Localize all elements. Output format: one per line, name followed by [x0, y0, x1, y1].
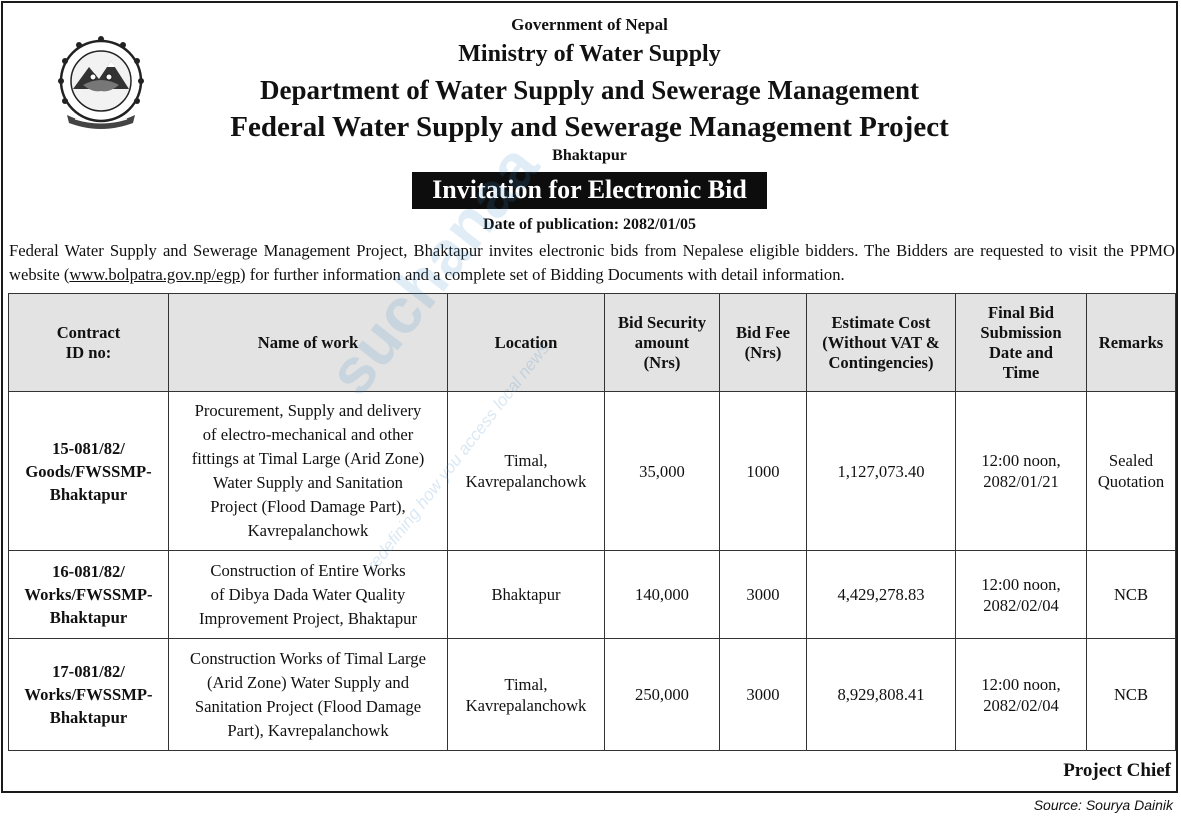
- header-project: Federal Water Supply and Sewerage Manage…: [230, 111, 949, 143]
- nepal-emblem-icon: [58, 36, 144, 129]
- table-row: 16-081/82/Works/FWSSMP- Bhaktapur Construc…: [8, 550, 1176, 639]
- bid-fee-cell: 3000: [719, 638, 807, 751]
- location-cell: Bhaktapur: [447, 550, 605, 639]
- source-credit: Source: Sourya Dainik: [1033, 797, 1173, 813]
- notice-title-banner: Invitation for Electronic Bid: [412, 172, 767, 209]
- remarks-cell: NCB: [1086, 550, 1176, 639]
- contract-id-cell: 15-081/82/Goods/FWSSMP- Bhaktapur: [8, 391, 169, 551]
- work-name-cell: Procurement, Supply and delivery of elect…: [168, 391, 448, 551]
- column-header-location: Location: [447, 293, 605, 392]
- ppmo-website-link[interactable]: www.bolpatra.gov.np/egp: [69, 265, 241, 284]
- header-location: Bhaktapur: [552, 147, 627, 164]
- publication-date: Date of publication: 2082/01/05: [483, 216, 696, 233]
- signoff-project-chief: Project Chief: [1063, 760, 1171, 781]
- notice-frame: Government of Nepal Ministry of Water Su…: [1, 1, 1178, 793]
- location-cell: Timal, Kavrepalanchowk: [447, 391, 605, 551]
- work-name-cell: Construction Works of Timal Large (Arid Z…: [168, 638, 448, 751]
- table-header-row: Contract ID no: Name of work Location Bid Se…: [8, 293, 1176, 392]
- contract-id-cell: 16-081/82/Works/FWSSMP- Bhaktapur: [8, 550, 169, 639]
- bid-security-cell: 35,000: [604, 391, 720, 551]
- bid-security-cell: 250,000: [604, 638, 720, 751]
- remarks-cell: NCB: [1086, 638, 1176, 751]
- header-ministry: Ministry of Water Supply: [458, 41, 721, 67]
- bid-fee-cell: 1000: [719, 391, 807, 551]
- bid-security-cell: 140,000: [604, 550, 720, 639]
- column-header-contract-id: Contract ID no:: [8, 293, 169, 392]
- bid-fee-cell: 3000: [719, 550, 807, 639]
- column-header-name-of-work: Name of work: [168, 293, 448, 392]
- column-header-estimate-cost: Estimate Cost (Without VAT & Contingencies…: [806, 293, 956, 392]
- estimate-cost-cell: 8,929,808.41: [806, 638, 956, 751]
- column-header-submission-deadline: Final Bid Submission Date and Time: [955, 293, 1087, 392]
- deadline-cell: 12:00 noon, 2082/01/21: [955, 391, 1087, 551]
- intro-paragraph: Federal Water Supply and Sewerage Manage…: [9, 241, 1175, 284]
- estimate-cost-cell: 1,127,073.40: [806, 391, 956, 551]
- header-government: Government of Nepal: [511, 15, 668, 34]
- remarks-cell: Sealed Quotation: [1086, 391, 1176, 551]
- bid-table: Contract ID no: Name of work Location Bid Se…: [8, 293, 1176, 751]
- table-row: 15-081/82/Goods/FWSSMP- Bhaktapur Procurem…: [8, 391, 1176, 551]
- location-cell: Timal, Kavrepalanchowk: [447, 638, 605, 751]
- deadline-cell: 12:00 noon, 2082/02/04: [955, 550, 1087, 639]
- header-department: Department of Water Supply and Sewerage …: [260, 75, 919, 105]
- contract-id-cell: 17-081/82/Works/FWSSMP- Bhaktapur: [8, 638, 169, 751]
- column-header-bid-fee: Bid Fee (Nrs): [719, 293, 807, 392]
- table-row: 17-081/82/Works/FWSSMP- Bhaktapur Construc…: [8, 638, 1176, 751]
- column-header-remarks: Remarks: [1086, 293, 1176, 392]
- deadline-cell: 12:00 noon, 2082/02/04: [955, 638, 1087, 751]
- column-header-bid-security: Bid Security amount (Nrs): [604, 293, 720, 392]
- work-name-cell: Construction of Entire Works of Dibya Dad…: [168, 550, 448, 639]
- estimate-cost-cell: 4,429,278.83: [806, 550, 956, 639]
